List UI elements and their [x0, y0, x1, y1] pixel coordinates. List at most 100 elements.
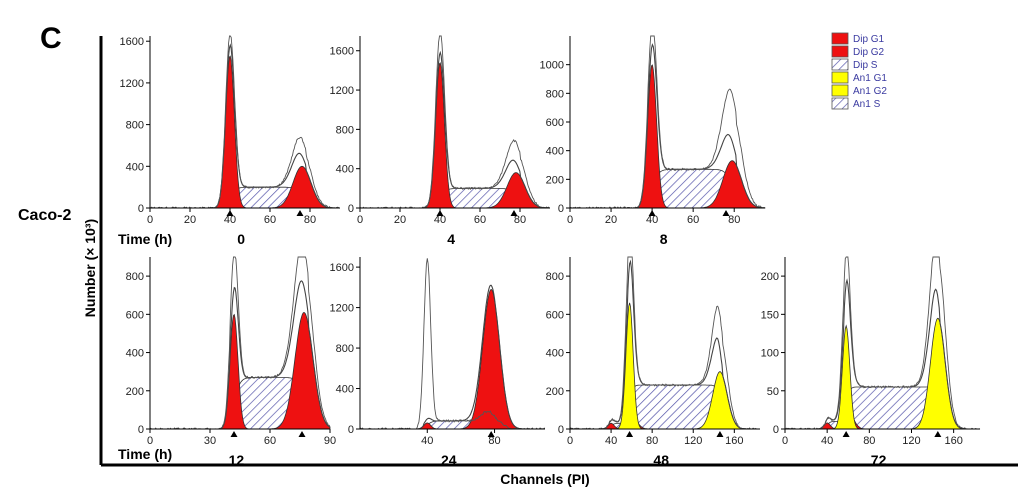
raw-trace-48h [569, 256, 760, 430]
y-tick-label: 200 [126, 386, 144, 398]
x-tick-label: 80 [488, 435, 500, 447]
x-axis-title: Channels (PI) [500, 471, 589, 487]
component-dip-g2-24h [360, 288, 545, 430]
y-tick-label: 400 [546, 146, 564, 158]
y-tick-label: 1200 [330, 85, 354, 97]
raw-trace-24h [359, 258, 546, 430]
x-tick-label: 60 [264, 435, 276, 447]
x-tick-label: 0 [567, 435, 573, 447]
x-tick-label: 40 [821, 435, 833, 447]
x-tick-label: 80 [304, 214, 316, 226]
histogram-panel-24h: 0 400 800 1200 1600 40 80 24 [330, 257, 546, 468]
x-tick-label: 40 [224, 214, 236, 226]
y-tick-label: 150 [761, 309, 779, 321]
y-tick-label: 1600 [330, 46, 354, 58]
histogram-panel-72h: 0 50 100 150 200 0 40 80 120 160 72 [761, 256, 981, 468]
y-tick-label: 200 [761, 271, 779, 283]
peak-marker [722, 210, 730, 216]
y-axis-title: Number (× 10³) [82, 219, 98, 317]
x-tick-label: 60 [264, 214, 276, 226]
time-value-48h: 48 [653, 452, 669, 468]
peak-marker [296, 210, 304, 216]
x-tick-label: 20 [394, 214, 406, 226]
y-tick-label: 400 [126, 161, 144, 173]
legend-swatch-1 [831, 45, 849, 58]
peak-marker [626, 431, 634, 437]
x-tick-label: 80 [646, 435, 658, 447]
legend-swatch-2 [831, 58, 849, 71]
cell-line-label: Caco-2 [18, 207, 71, 224]
x-tick-label: 160 [944, 435, 962, 447]
y-tick-label: 400 [546, 348, 564, 360]
fit-envelope-0h [150, 43, 340, 209]
y-tick-label: 1600 [120, 36, 144, 48]
time-value-0h: 0 [237, 231, 245, 247]
raw-trace-0h [149, 35, 340, 209]
y-tick-label: 1000 [540, 60, 564, 72]
y-tick-label: 400 [336, 164, 354, 176]
y-tick-label: 1600 [330, 262, 354, 274]
x-tick-label: 0 [147, 435, 153, 447]
peak-marker [648, 210, 656, 216]
y-tick-label: 200 [546, 174, 564, 186]
y-tick-label: 0 [773, 424, 779, 436]
y-tick-label: 0 [558, 424, 564, 436]
x-tick-label: 20 [184, 214, 196, 226]
time-value-12h: 12 [229, 452, 245, 468]
x-tick-label: 0 [567, 214, 573, 226]
histogram-panel-48h: 0 200 400 600 800 0 40 80 120 160 48 [546, 256, 760, 468]
y-tick-label: 1200 [330, 303, 354, 315]
y-tick-label: 200 [546, 386, 564, 398]
x-tick-label: 120 [902, 435, 920, 447]
peak-marker [934, 431, 942, 437]
x-tick-label: 0 [147, 214, 153, 226]
time-value-72h: 72 [871, 452, 887, 468]
y-tick-label: 800 [126, 120, 144, 132]
y-tick-label: 0 [348, 424, 354, 436]
x-tick-label: 0 [357, 214, 363, 226]
x-tick-label: 40 [434, 214, 446, 226]
x-tick-label: 40 [646, 214, 658, 226]
peak-marker [487, 431, 495, 437]
y-tick-label: 0 [348, 203, 354, 215]
peak-marker [298, 431, 306, 437]
legend-swatch-5 [831, 97, 849, 110]
x-tick-label: 0 [782, 435, 788, 447]
y-tick-label: 1200 [120, 78, 144, 90]
y-tick-label: 600 [546, 117, 564, 129]
y-tick-label: 0 [138, 424, 144, 436]
peak-marker [510, 210, 518, 216]
y-tick-label: 600 [126, 309, 144, 321]
legend-swatch-4 [831, 84, 849, 97]
time-label-row1: Time (h) [118, 231, 172, 247]
x-tick-label: 30 [204, 435, 216, 447]
histogram-panel-8h: 0 200 400 600 800 1000 0 20 40 60 80 8 [540, 35, 766, 247]
y-tick-label: 800 [126, 271, 144, 283]
x-tick-label: 20 [605, 214, 617, 226]
legend-label-0: Dip G1 [853, 34, 885, 45]
legend-label-3: An1 G1 [853, 73, 887, 84]
y-tick-label: 800 [546, 88, 564, 100]
y-tick-label: 800 [546, 271, 564, 283]
legend-swatch-3 [831, 71, 849, 84]
legend-label-2: Dip S [853, 60, 878, 71]
y-tick-label: 50 [767, 386, 779, 398]
peak-marker [226, 210, 234, 216]
x-tick-label: 120 [684, 435, 702, 447]
time-label-row2: Time (h) [118, 446, 172, 462]
x-tick-label: 90 [324, 435, 336, 447]
y-tick-label: 100 [761, 348, 779, 360]
x-tick-label: 80 [863, 435, 875, 447]
y-tick-label: 0 [558, 203, 564, 215]
histogram-panel-12h: 0 200 400 600 800 0 30 60 90 12 [126, 256, 336, 468]
panel-letter: C [40, 22, 62, 55]
time-value-24h: 24 [441, 452, 457, 468]
legend-label-1: Dip G2 [853, 47, 885, 58]
y-tick-label: 400 [336, 384, 354, 396]
peak-marker [842, 431, 850, 437]
x-tick-label: 40 [605, 435, 617, 447]
raw-trace-4h [359, 35, 551, 209]
